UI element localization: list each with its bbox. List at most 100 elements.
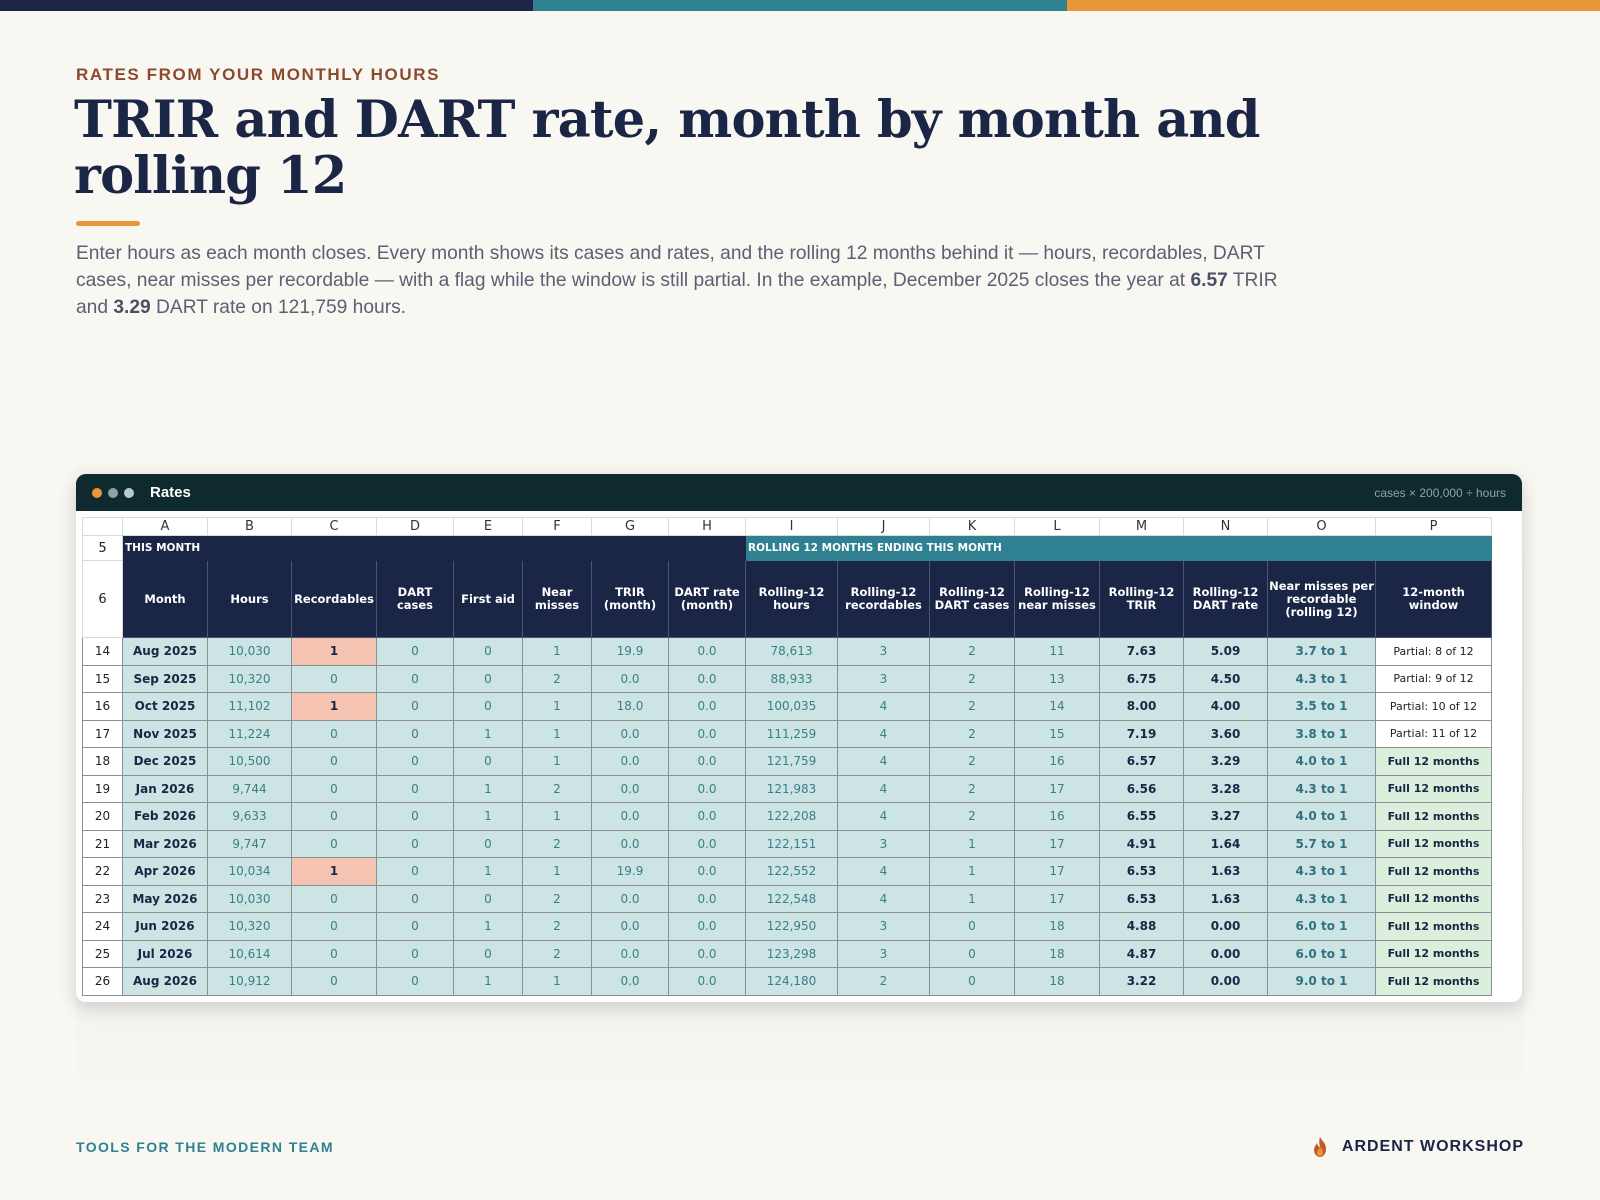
cell[interactable]: Apr 2026 [122, 857, 208, 886]
cell[interactable]: 4 [837, 747, 930, 776]
row-number[interactable]: 16 [82, 692, 123, 721]
cell[interactable]: Partial: 11 of 12 [1375, 719, 1492, 748]
column-title[interactable]: Rolling-12 DART cases [929, 560, 1015, 638]
cell[interactable]: 2 [929, 747, 1015, 776]
cell[interactable]: May 2026 [122, 884, 208, 913]
cell[interactable]: 1 [522, 802, 592, 831]
cell[interactable]: 4.3 to 1 [1267, 774, 1376, 803]
cell[interactable]: 2 [522, 912, 592, 941]
row-number[interactable]: 24 [82, 912, 123, 941]
column-header-d[interactable]: D [376, 517, 454, 536]
column-title[interactable]: Rolling-12 TRIR [1099, 560, 1184, 638]
cell[interactable]: 1 [453, 912, 523, 941]
cell[interactable]: 4.3 to 1 [1267, 884, 1376, 913]
cell[interactable]: 0.0 [591, 774, 669, 803]
section-rolling-12[interactable]: ROLLING 12 MONTHS ENDING THIS MONTH [745, 535, 1492, 561]
cell[interactable]: Jun 2026 [122, 912, 208, 941]
column-header-f[interactable]: F [522, 517, 592, 536]
cell[interactable]: 0 [376, 829, 454, 858]
cell[interactable]: 4 [837, 692, 930, 721]
row-number[interactable]: 14 [82, 637, 123, 666]
cell[interactable]: 10,320 [207, 664, 292, 693]
cell[interactable]: 0.0 [591, 747, 669, 776]
cell[interactable]: 0 [376, 802, 454, 831]
cell[interactable]: 1 [453, 857, 523, 886]
cell[interactable]: 0 [453, 692, 523, 721]
cell[interactable]: 17 [1014, 774, 1100, 803]
cell[interactable]: 0.0 [591, 719, 669, 748]
cell[interactable]: Aug 2026 [122, 967, 208, 996]
cell[interactable]: 122,151 [745, 829, 838, 858]
cell[interactable]: Sep 2025 [122, 664, 208, 693]
cell[interactable]: 1 [929, 829, 1015, 858]
cell[interactable]: 0.0 [668, 747, 746, 776]
row-number[interactable]: 18 [82, 747, 123, 776]
cell[interactable]: 1 [522, 857, 592, 886]
cell[interactable]: 0 [291, 719, 377, 748]
cell[interactable]: 0.0 [591, 967, 669, 996]
cell[interactable]: 0.0 [591, 912, 669, 941]
cell[interactable]: 17 [1014, 829, 1100, 858]
cell[interactable]: 3.8 to 1 [1267, 719, 1376, 748]
cell[interactable]: 9,633 [207, 802, 292, 831]
cell[interactable]: Full 12 months [1375, 967, 1492, 996]
cell[interactable]: 0 [376, 967, 454, 996]
cell[interactable]: Aug 2025 [122, 637, 208, 666]
column-header-o[interactable]: O [1267, 517, 1376, 536]
cell[interactable]: 0.0 [668, 664, 746, 693]
cell[interactable]: 3 [837, 664, 930, 693]
cell[interactable]: 0.0 [591, 802, 669, 831]
window-dot-light[interactable] [124, 487, 134, 498]
cell[interactable]: 1 [291, 857, 377, 886]
cell[interactable]: 122,950 [745, 912, 838, 941]
cell[interactable]: 10,320 [207, 912, 292, 941]
cell[interactable]: 9.0 to 1 [1267, 967, 1376, 996]
cell[interactable]: Full 12 months [1375, 747, 1492, 776]
cell[interactable]: 1 [453, 802, 523, 831]
cell[interactable]: 8.00 [1099, 692, 1184, 721]
column-title[interactable]: Month [122, 560, 208, 638]
cell[interactable]: 1 [929, 857, 1015, 886]
cell[interactable]: 2 [522, 884, 592, 913]
cell[interactable]: 14 [1014, 692, 1100, 721]
cell[interactable]: 0.0 [668, 912, 746, 941]
column-header-h[interactable]: H [668, 517, 746, 536]
cell[interactable]: 3.27 [1183, 802, 1268, 831]
cell[interactable]: 0 [376, 939, 454, 968]
cell[interactable]: 0 [376, 637, 454, 666]
cell[interactable]: Partial: 8 of 12 [1375, 637, 1492, 666]
cell[interactable]: 0 [453, 747, 523, 776]
column-header-m[interactable]: M [1099, 517, 1184, 536]
cell[interactable]: 2 [929, 664, 1015, 693]
row-number[interactable]: 5 [82, 535, 123, 561]
window-dot-grey[interactable] [108, 487, 118, 498]
cell[interactable]: 6.53 [1099, 857, 1184, 886]
cell[interactable]: 1 [522, 692, 592, 721]
cell[interactable]: Mar 2026 [122, 829, 208, 858]
row-number[interactable]: 17 [82, 719, 123, 748]
cell[interactable]: 2 [929, 719, 1015, 748]
cell[interactable]: 4 [837, 774, 930, 803]
cell[interactable]: 1 [929, 884, 1015, 913]
cell[interactable]: 11,224 [207, 719, 292, 748]
column-title[interactable]: Rolling-12 near misses [1014, 560, 1100, 638]
cell[interactable]: 100,035 [745, 692, 838, 721]
cell[interactable]: 0.0 [668, 829, 746, 858]
column-title[interactable]: Near misses [522, 560, 592, 638]
cell[interactable]: 4 [837, 857, 930, 886]
cell[interactable]: 0 [291, 967, 377, 996]
cell[interactable]: 5.09 [1183, 637, 1268, 666]
cell[interactable]: 4.50 [1183, 664, 1268, 693]
cell[interactable]: 4.3 to 1 [1267, 664, 1376, 693]
cell[interactable]: 4.0 to 1 [1267, 802, 1376, 831]
cell[interactable]: Full 12 months [1375, 912, 1492, 941]
row-number[interactable]: 21 [82, 829, 123, 858]
cell[interactable]: 3 [837, 912, 930, 941]
cell[interactable]: Nov 2025 [122, 719, 208, 748]
column-title[interactable]: First aid [453, 560, 523, 638]
cell[interactable]: 1.63 [1183, 857, 1268, 886]
column-header-b[interactable]: B [207, 517, 292, 536]
cell[interactable]: 18 [1014, 967, 1100, 996]
window-dot-orange[interactable] [92, 487, 102, 498]
cell[interactable]: 2 [929, 692, 1015, 721]
